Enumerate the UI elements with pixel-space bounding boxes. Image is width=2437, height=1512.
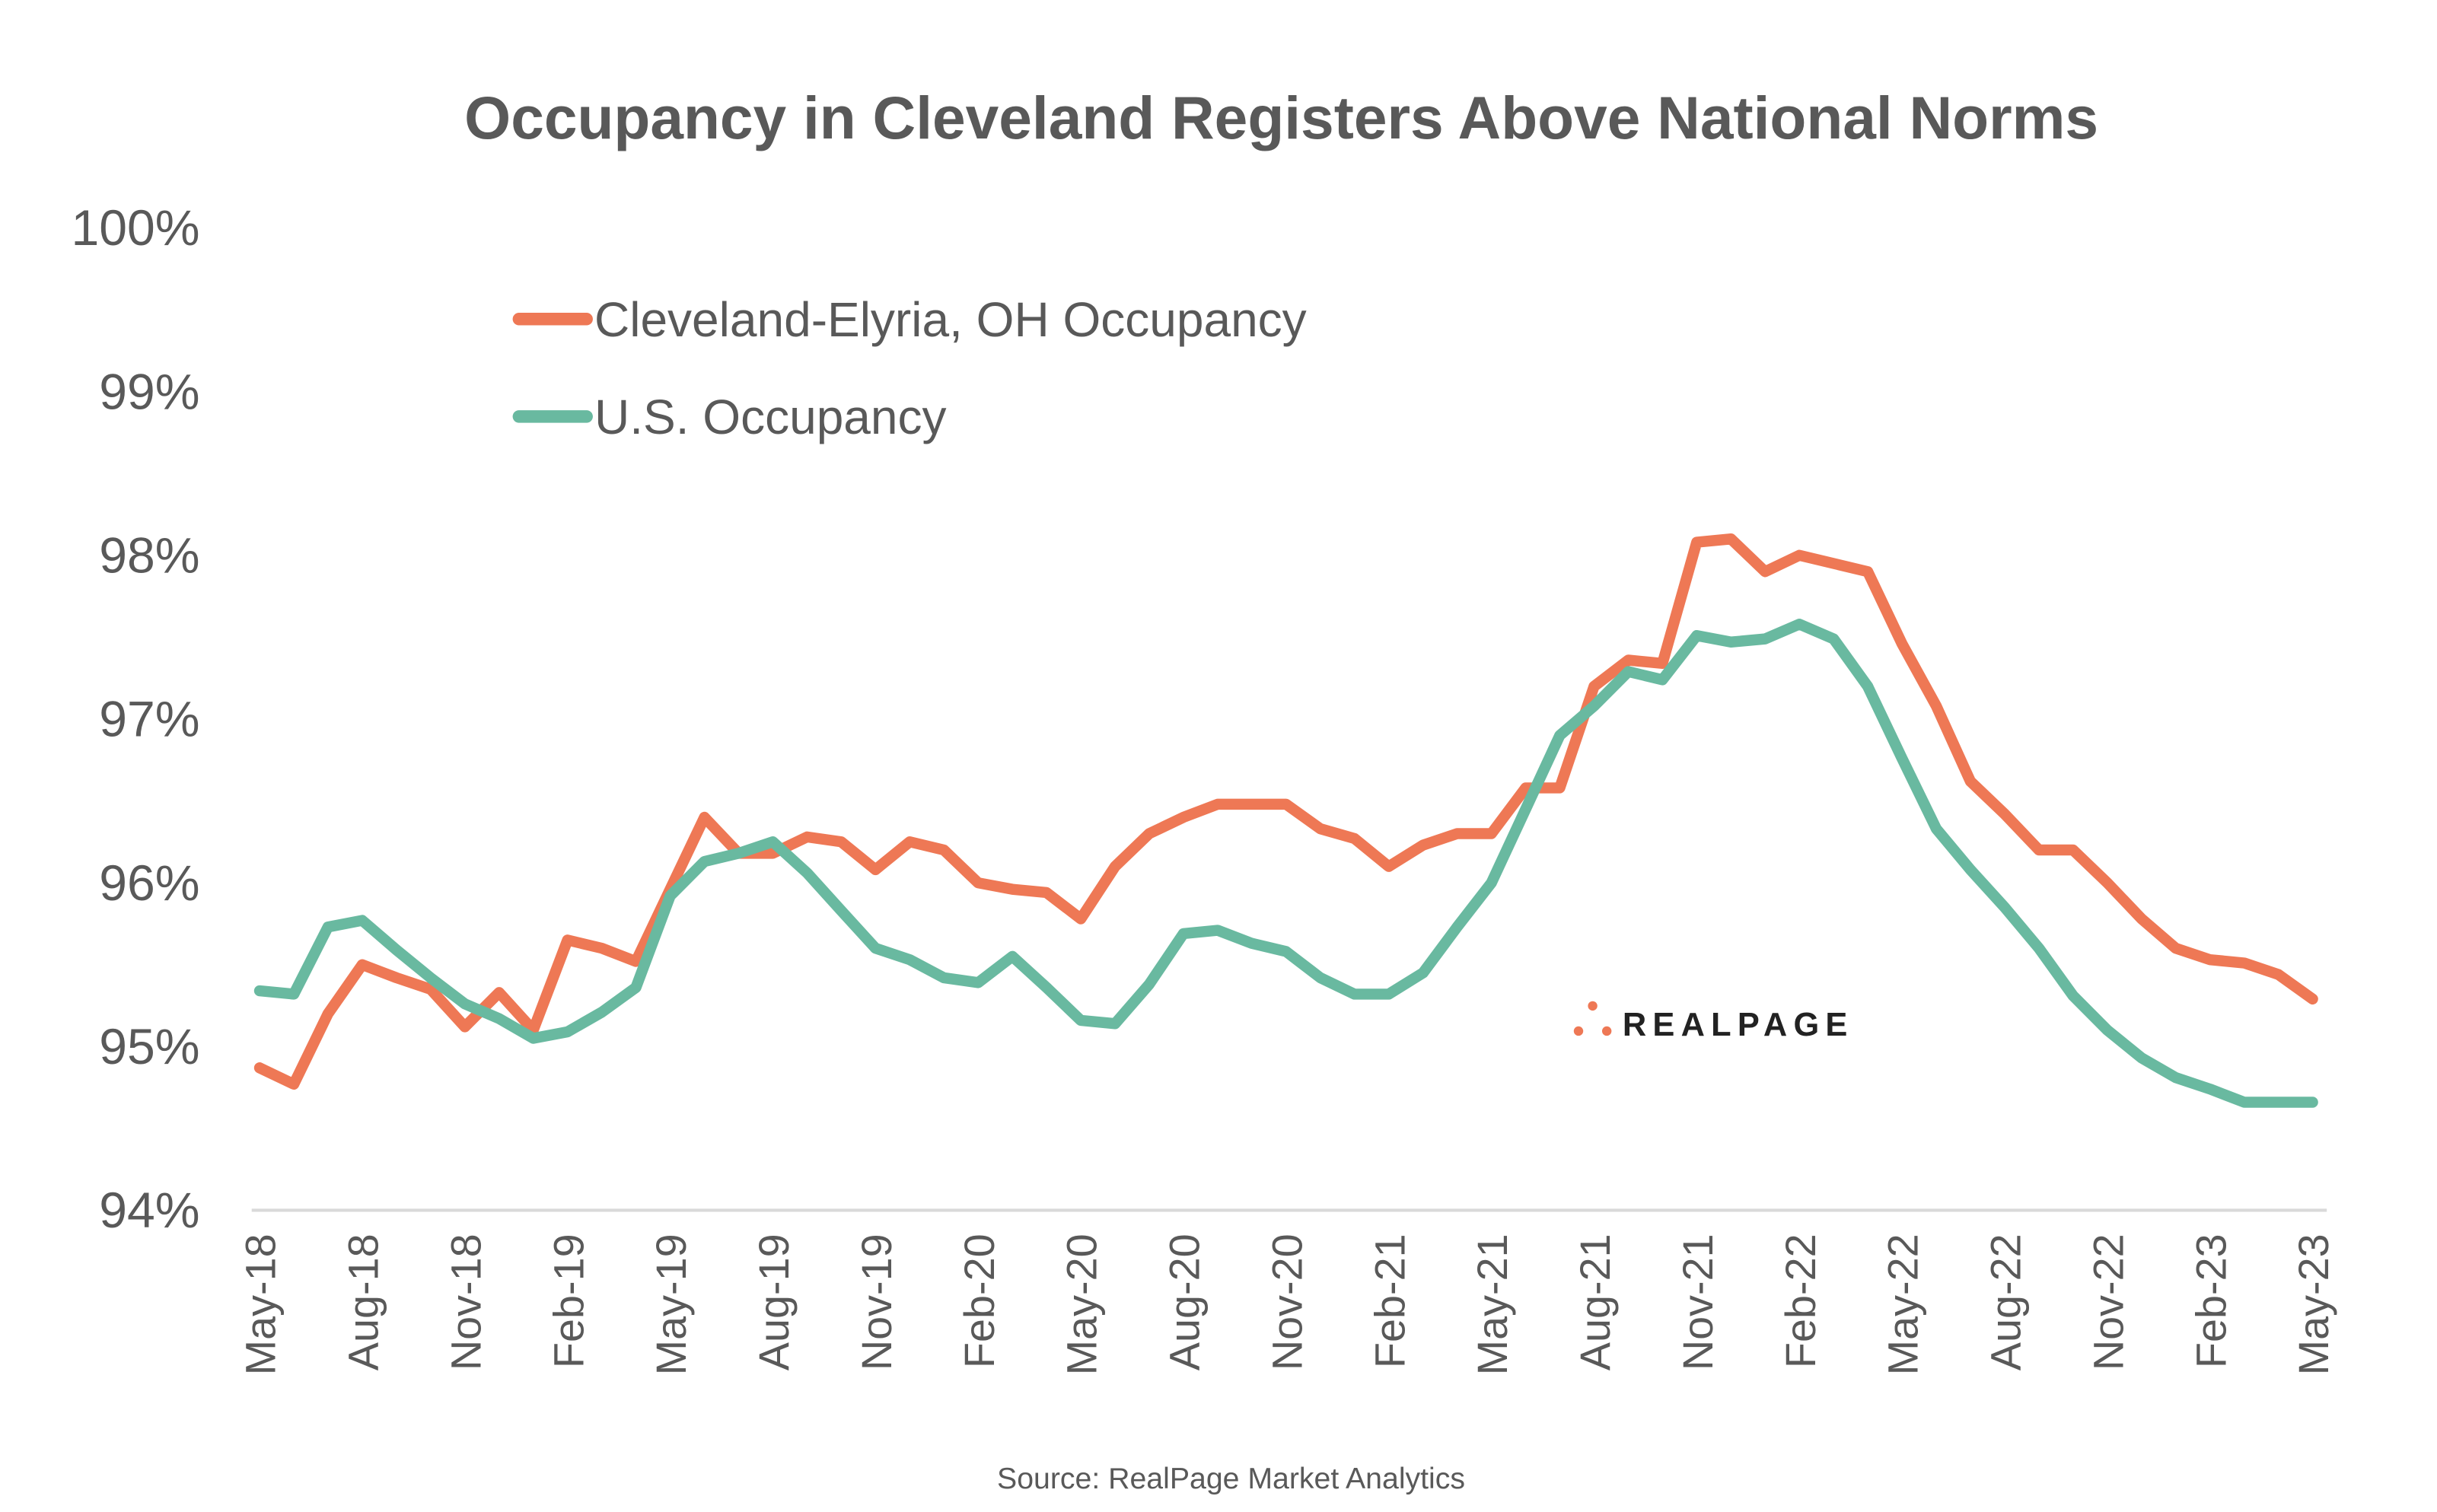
- x-tick-label: May-23: [2290, 1233, 2337, 1375]
- y-tick-label: 94%: [99, 1183, 199, 1239]
- x-tick-label: Aug-20: [1161, 1233, 1209, 1370]
- plot-lines: [253, 533, 2318, 1108]
- legend-label-us: U.S. Occupancy: [594, 390, 947, 444]
- x-tick-label: Nov-19: [853, 1233, 900, 1370]
- logo-dot: [1601, 1026, 1612, 1036]
- x-tick-label: Nov-20: [1263, 1233, 1311, 1370]
- x-tick-label: Aug-18: [340, 1233, 387, 1370]
- logo-text: REALPAGE: [1623, 1007, 1854, 1043]
- y-tick-label: 98%: [99, 528, 199, 584]
- x-tick-label: Feb-21: [1366, 1233, 1413, 1368]
- x-tick-label: May-22: [1880, 1233, 1927, 1375]
- x-axis: May-18 Aug-18 Nov-18 Feb-19 May-19 Aug-19 Nov-…: [237, 1233, 2338, 1375]
- x-tick-label: Nov-21: [1674, 1233, 1722, 1370]
- x-tick-label: May-21: [1469, 1233, 1516, 1375]
- x-tick-label: May-20: [1059, 1233, 1106, 1375]
- source-note: Source: RealPage Market Analytics: [997, 1462, 1465, 1495]
- logo-dot: [1573, 1026, 1584, 1036]
- y-axis: 94% 95% 96% 97% 98% 99% 100%: [72, 200, 200, 1239]
- series-line-us: [253, 618, 2318, 1108]
- x-tick-label: Aug-21: [1572, 1233, 1619, 1370]
- x-tick-label: Feb-20: [956, 1233, 1003, 1368]
- x-tick-label: May-19: [648, 1233, 695, 1375]
- legend: Cleveland-Elyria, OH Occupancy U.S. Occu…: [512, 292, 1307, 444]
- legend-label-cleveland: Cleveland-Elyria, OH Occupancy: [594, 292, 1307, 347]
- x-tick-label: Aug-19: [750, 1233, 798, 1370]
- x-tick-label: Nov-18: [442, 1233, 489, 1370]
- y-tick-label: 100%: [72, 200, 200, 256]
- x-tick-label: Feb-19: [545, 1233, 592, 1368]
- x-tick-label: Nov-22: [2085, 1233, 2132, 1370]
- y-tick-label: 96%: [99, 855, 199, 912]
- y-tick-label: 99%: [99, 364, 199, 420]
- x-tick-label: May-18: [237, 1233, 285, 1375]
- series-line-cleveland: [253, 533, 2318, 1090]
- x-tick-label: Feb-22: [1777, 1233, 1824, 1368]
- y-tick-label: 95%: [99, 1019, 199, 1075]
- x-tick-label: Feb-23: [2187, 1233, 2235, 1368]
- x-tick-label: Aug-22: [1983, 1233, 2030, 1370]
- y-tick-label: 97%: [99, 692, 199, 748]
- logo-dot: [1588, 1001, 1598, 1011]
- chart-title: Occupancy in Cleveland Registers Above N…: [464, 84, 2098, 151]
- realpage-logo: REALPAGE: [1573, 1001, 1854, 1043]
